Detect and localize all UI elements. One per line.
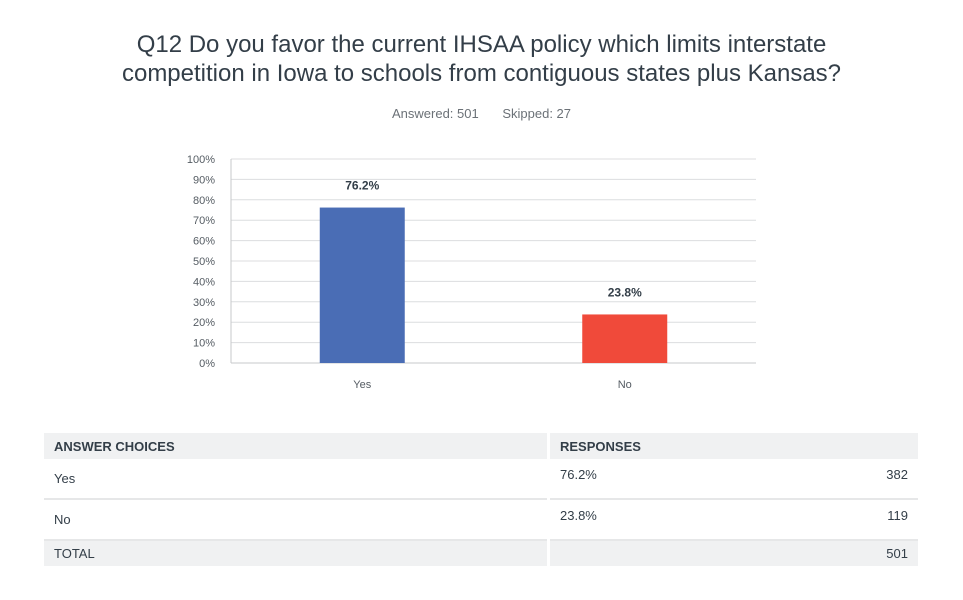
response-cell: 76.2% 382 bbox=[548, 459, 921, 500]
y-tick-label: 50% bbox=[193, 256, 215, 268]
total-label: TOTAL bbox=[44, 540, 550, 566]
response-cell: 23.8% 119 bbox=[548, 499, 921, 541]
answers-table: ANSWER CHOICES RESPONSES Yes 76.2% 382 N… bbox=[44, 433, 921, 566]
y-tick-label: 40% bbox=[193, 276, 215, 288]
bar-yes bbox=[319, 207, 405, 363]
y-tick-label: 20% bbox=[193, 317, 215, 329]
response-count: 382 bbox=[886, 467, 908, 482]
question-title-line-2: competition in Iowa to schools from cont… bbox=[121, 60, 842, 87]
table-row: Yes 76.2% 382 bbox=[44, 459, 921, 500]
response-percent: 76.2% bbox=[560, 467, 597, 482]
table-header-row: ANSWER CHOICES RESPONSES bbox=[44, 433, 921, 459]
response-percent: 23.8% bbox=[560, 508, 597, 523]
answer-choice: Yes bbox=[44, 459, 550, 500]
y-tick-label: 10% bbox=[193, 338, 215, 350]
answer-choice: No bbox=[44, 499, 550, 541]
y-tick-label: 60% bbox=[193, 236, 215, 248]
data-label: 23.8% bbox=[608, 285, 642, 299]
header-responses: RESPONSES bbox=[548, 433, 921, 459]
table-row: No 23.8% 119 bbox=[44, 499, 921, 541]
response-stats: Answered: 501 Skipped: 27 bbox=[0, 106, 963, 121]
total-count: 501 bbox=[886, 546, 908, 561]
y-tick-label: 90% bbox=[193, 174, 215, 186]
total-cell: 501 bbox=[548, 540, 921, 566]
table-total-row: TOTAL 501 bbox=[44, 540, 921, 566]
data-label: 76.2% bbox=[345, 179, 379, 193]
answered-count: Answered: 501 bbox=[391, 106, 479, 121]
question-title-line-1: Q12 Do you favor the current IHSAA polic… bbox=[136, 31, 827, 58]
x-tick-label: No bbox=[618, 379, 632, 391]
y-tick-label: 100% bbox=[187, 154, 215, 166]
y-tick-label: 80% bbox=[193, 195, 215, 207]
response-count: 119 bbox=[887, 508, 908, 523]
bar-chart: 0% 10% 20% 30% 40% 50% 60% 70% 80% 90% 100% 76.2% Ye… bbox=[187, 154, 756, 391]
skipped-count: Skipped: 27 bbox=[502, 106, 572, 121]
bar-no bbox=[582, 314, 668, 363]
y-tick-label: 30% bbox=[193, 297, 215, 309]
x-tick-label: Yes bbox=[353, 379, 371, 391]
header-answer-choices: ANSWER CHOICES bbox=[44, 433, 550, 459]
y-tick-label: 70% bbox=[193, 215, 215, 227]
y-tick-label: 0% bbox=[199, 358, 215, 370]
question-title: Q12 Do you favor the current IHSAA polic… bbox=[0, 30, 963, 88]
